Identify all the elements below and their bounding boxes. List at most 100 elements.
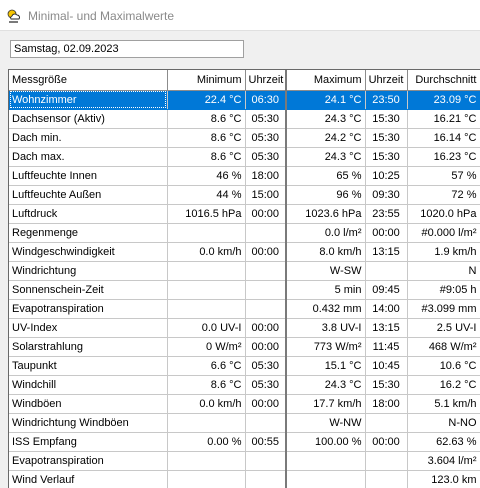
weather-app-icon — [7, 9, 20, 23]
cell-min-time: 00:00 — [245, 394, 287, 414]
cell-max-time: 13:15 — [365, 242, 408, 262]
cell-min-time — [245, 280, 287, 300]
cell-name: Solarstrahlung — [9, 337, 168, 357]
date-field[interactable]: Samstag, 02.09.2023 — [10, 40, 244, 58]
table-row[interactable]: Dach max. 8.6 °C 05:30 24.3 °C 15:30 16.23 °C — [9, 147, 480, 167]
cell-max-time: 14:00 — [365, 299, 408, 319]
cell-minimum — [167, 280, 246, 300]
cell-min-time: 05:30 — [245, 375, 287, 395]
table-row[interactable]: Luftfeuchte Innen 46 % 18:00 65 % 10:25 57 % — [9, 166, 480, 186]
cell-average: 16.23 °C — [407, 147, 480, 167]
table-row[interactable]: Luftdruck 1016.5 hPa 00:00 1023.6 hPa 23:55 1… — [9, 204, 480, 224]
cell-max-time: 09:30 — [365, 185, 408, 205]
table-row[interactable]: Windgeschwindigkeit 0.0 km/h 00:00 8.0 km/h… — [9, 242, 480, 262]
cell-max-time: 23:55 — [365, 204, 408, 224]
cell-minimum: 44 % — [167, 185, 246, 205]
column-header-max-time[interactable]: Uhrzeit — [365, 70, 408, 91]
cell-average: 1.9 km/h — [407, 242, 480, 262]
cell-minimum — [167, 451, 246, 471]
cell-name: Regenmenge — [9, 223, 168, 243]
cell-maximum: 24.2 °C — [286, 128, 366, 148]
cell-max-time — [365, 451, 408, 471]
cell-average: 16.21 °C — [407, 109, 480, 129]
cell-name: Windrichtung — [9, 261, 168, 281]
cell-average: 10.6 °C — [407, 356, 480, 376]
cell-minimum: 8.6 °C — [167, 109, 246, 129]
cell-maximum: 5 min — [286, 280, 366, 300]
cell-name: Evapotranspiration — [9, 451, 168, 471]
cell-max-time: 15:30 — [365, 128, 408, 148]
cell-average: #3.099 mm — [407, 299, 480, 319]
cell-max-time — [365, 413, 408, 433]
cell-maximum: 24.1 °C — [286, 90, 366, 110]
cell-maximum: 24.3 °C — [286, 147, 366, 167]
cell-average: 123.0 km — [407, 470, 480, 488]
cell-max-time: 13:15 — [365, 318, 408, 338]
table-row[interactable]: Solarstrahlung 0 W/m² 00:00 773 W/m² 11:45 46… — [9, 337, 480, 357]
cell-max-time: 11:45 — [365, 337, 408, 357]
cell-name: Wohnzimmer — [9, 90, 168, 110]
cell-maximum: 24.3 °C — [286, 109, 366, 129]
window-title: Minimal- und Maximalwerte — [28, 9, 175, 23]
cell-name: Luftdruck — [9, 204, 168, 224]
table-row[interactable]: Wohnzimmer 22.4 °C 06:30 24.1 °C 23:50 23.09 … — [9, 90, 480, 110]
cell-average: 5.1 km/h — [407, 394, 480, 414]
cell-average: N-NO — [407, 413, 480, 433]
column-header-name[interactable]: Messgröße — [9, 70, 168, 91]
table-row[interactable]: Dach min. 8.6 °C 05:30 24.2 °C 15:30 16.14 °C — [9, 128, 480, 148]
cell-max-time: 15:30 — [365, 375, 408, 395]
cell-max-time: 00:00 — [365, 432, 408, 452]
cell-min-time: 18:00 — [245, 166, 287, 186]
cell-minimum: 0 W/m² — [167, 337, 246, 357]
cell-min-time: 00:55 — [245, 432, 287, 452]
cell-name: Windgeschwindigkeit — [9, 242, 168, 262]
table-row[interactable]: Luftfeuchte Außen 44 % 15:00 96 % 09:30 72 % — [9, 185, 480, 205]
cell-max-time: 23:50 — [365, 90, 408, 110]
cell-minimum — [167, 470, 246, 488]
table-row[interactable]: Windchill 8.6 °C 05:30 24.3 °C 15:30 16.2 °C — [9, 375, 480, 395]
column-header-max[interactable]: Maximum — [286, 70, 366, 91]
table-header-row: Messgröße Minimum Uhrzeit Maximum Uhrzei… — [9, 70, 480, 91]
cell-min-time: 05:30 — [245, 147, 287, 167]
cell-name: Windchill — [9, 375, 168, 395]
cell-average: #9:05 h — [407, 280, 480, 300]
table-row[interactable]: Evapotranspiration 3.604 l/m² — [9, 451, 480, 471]
table-row[interactable]: Taupunkt 6.6 °C 05:30 15.1 °C 10:45 10.6 °C — [9, 356, 480, 376]
cell-name: Windböen — [9, 394, 168, 414]
cell-average: 62.63 % — [407, 432, 480, 452]
cell-minimum: 6.6 °C — [167, 356, 246, 376]
cell-max-time: 15:30 — [365, 147, 408, 167]
cell-name: UV-Index — [9, 318, 168, 338]
cell-maximum: 100.00 % — [286, 432, 366, 452]
cell-min-time — [245, 451, 287, 471]
cell-maximum: 65 % — [286, 166, 366, 186]
cell-name: Sonnenschein-Zeit — [9, 280, 168, 300]
table-row[interactable]: ISS Empfang 0.00 % 00:55 100.00 % 00:00 62.63… — [9, 432, 480, 452]
table-row[interactable]: Windböen 0.0 km/h 00:00 17.7 km/h 18:00 5.1 k… — [9, 394, 480, 414]
cell-max-time: 18:00 — [365, 394, 408, 414]
cell-minimum: 8.6 °C — [167, 128, 246, 148]
cell-minimum: 1016.5 hPa — [167, 204, 246, 224]
cell-minimum — [167, 299, 246, 319]
cell-name: Wind Verlauf — [9, 470, 168, 488]
cell-min-time: 00:00 — [245, 204, 287, 224]
table-row[interactable]: Windrichtung W-SW N — [9, 261, 480, 281]
cell-minimum — [167, 261, 246, 281]
table-row[interactable]: UV-Index 0.0 UV-I 00:00 3.8 UV-I 13:15 2.5 UV… — [9, 318, 480, 338]
table-row[interactable]: Sonnenschein-Zeit 5 min 09:45 #9:05 h — [9, 280, 480, 300]
column-header-min-time[interactable]: Uhrzeit — [245, 70, 287, 91]
table-row[interactable]: Dachsensor (Aktiv) 8.6 °C 05:30 24.3 °C 15:3… — [9, 109, 480, 129]
column-header-avg[interactable]: Durchschnitt — [407, 70, 480, 91]
cell-minimum — [167, 223, 246, 243]
table-row[interactable]: Windrichtung Windböen W-NW N-NO — [9, 413, 480, 433]
cell-name: Luftfeuchte Innen — [9, 166, 168, 186]
cell-minimum: 8.6 °C — [167, 147, 246, 167]
cell-min-time: 06:30 — [245, 90, 287, 110]
column-header-min[interactable]: Minimum — [167, 70, 246, 91]
table-row[interactable]: Regenmenge 0.0 l/m² 00:00 #0.000 l/m² — [9, 223, 480, 243]
table-row[interactable]: Wind Verlauf 123.0 km — [9, 470, 480, 488]
table-row[interactable]: Evapotranspiration 0.432 mm 14:00 #3.099 mm — [9, 299, 480, 319]
cell-min-time: 00:00 — [245, 337, 287, 357]
cell-max-time: 09:45 — [365, 280, 408, 300]
cell-average: 2.5 UV-I — [407, 318, 480, 338]
